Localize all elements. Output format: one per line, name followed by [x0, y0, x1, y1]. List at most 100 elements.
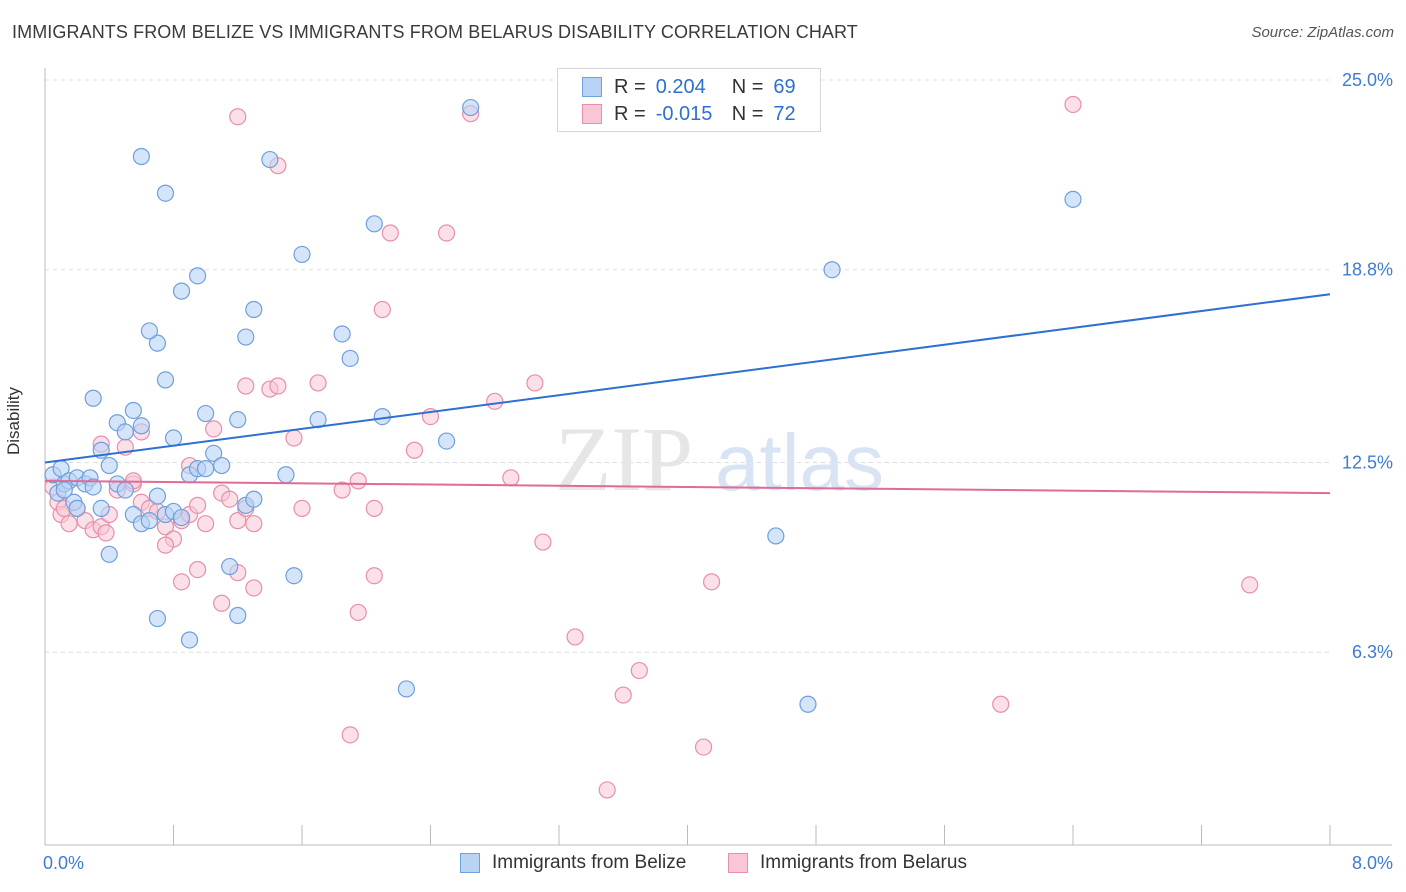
belize-point-20 [172, 508, 191, 527]
belize-point-57 [148, 609, 167, 628]
belarus-point-63 [245, 579, 263, 597]
belarus-point-26 [229, 512, 247, 530]
r-label: R = [614, 102, 646, 125]
y-tick-label-0: 25.0% [1342, 70, 1393, 90]
belize-point-33 [164, 429, 183, 447]
legend-label-belize: Immigrants from Belize [492, 852, 687, 873]
belize-point-37 [205, 444, 223, 462]
belize-point-58 [180, 631, 199, 649]
belize-point-28 [124, 401, 142, 420]
belize-point-44 [293, 245, 311, 264]
belize-point-32 [156, 371, 175, 389]
belarus-swatch [728, 853, 748, 873]
belize-point-51 [462, 98, 480, 117]
belarus-point-53 [992, 695, 1010, 713]
r-value: -0.015 [655, 102, 713, 125]
belarus-point-55 [1241, 576, 1259, 594]
belarus-point-65 [365, 567, 383, 585]
belarus-point-44 [502, 469, 520, 487]
axes [44, 68, 1392, 846]
belarus-point-48 [598, 781, 616, 799]
series-legend: Immigrants from Belize Immigrants from B… [0, 852, 1406, 878]
belize-point-56 [100, 545, 118, 563]
belize-point-40 [237, 328, 255, 346]
tick-labels: 25.0% 18.8% 12.5% 6.3% 0.0% 8.0% [43, 70, 1393, 873]
belarus-point-22 [197, 515, 215, 533]
belize-point-27 [116, 423, 134, 441]
belize-point-23 [197, 460, 215, 478]
belize-point-9 [84, 478, 102, 496]
belize-point-60 [229, 606, 247, 625]
belize-swatch [460, 853, 480, 873]
belize-trend-line [44, 293, 1331, 464]
belarus-point-58 [156, 536, 175, 554]
trend-lines [44, 293, 1331, 495]
belarus-point-41 [437, 224, 456, 242]
x-tick-label-max: 8.0% [1352, 853, 1393, 873]
belize-point-36 [197, 404, 215, 423]
belize-point-61 [285, 567, 303, 585]
belize-point-62 [397, 680, 416, 698]
legend-item-belize[interactable]: Immigrants from Belize [460, 852, 686, 874]
belarus-point-23 [205, 420, 223, 438]
legend-row-belize: R = 0.204 N = 69 [582, 74, 796, 100]
belize-point-38 [213, 456, 231, 475]
belize-swatch [582, 77, 602, 97]
belize-point-39 [229, 411, 247, 429]
belarus-point-4 [60, 515, 78, 533]
y-tick-label-2: 12.5% [1342, 453, 1393, 473]
belize-point-35 [188, 267, 207, 285]
belarus-point-51 [694, 738, 713, 756]
belize-point-34 [172, 282, 191, 300]
belize-point-64 [799, 695, 817, 713]
belarus-point-43 [486, 392, 504, 410]
belarus-trend-line [44, 479, 1331, 495]
belize-point-41 [245, 300, 263, 319]
belarus-point-37 [373, 300, 391, 319]
belize-point-53 [156, 184, 175, 202]
belize-point-48 [365, 215, 383, 233]
belarus-point-60 [188, 560, 207, 579]
n-value: 69 [773, 75, 796, 98]
legend-row-belarus: R = -0.015 N = 72 [582, 101, 796, 127]
belarus-point-35 [349, 472, 367, 490]
belize-point-59 [221, 557, 239, 576]
belize-point-42 [261, 150, 279, 169]
belarus-point-32 [293, 499, 311, 517]
belize-point-17 [148, 487, 167, 505]
belarus-point-50 [630, 661, 648, 680]
belize-point-30 [148, 334, 167, 352]
chart-title: IMMIGRANTS FROM BELIZE VS IMMIGRANTS FRO… [12, 22, 858, 42]
belize-point-16 [140, 512, 159, 530]
r-label: R = [614, 75, 646, 98]
belarus-point-45 [534, 533, 552, 551]
belarus-point-61 [213, 594, 231, 612]
belarus-point-30 [269, 377, 287, 395]
belize-point-67 [68, 499, 86, 517]
belarus-point-66 [341, 726, 359, 744]
belarus-point-49 [614, 686, 632, 704]
belize-point-65 [823, 261, 841, 279]
belarus-point-46 [526, 374, 544, 392]
legend-item-belarus[interactable]: Immigrants from Belarus [728, 852, 967, 874]
belarus-point-21 [188, 496, 207, 514]
watermark-atlas: atlas [715, 418, 884, 507]
belarus-point-64 [349, 603, 367, 622]
y-tick-label-3: 6.3% [1352, 642, 1393, 662]
belize-point-50 [437, 432, 456, 450]
belarus-point-38 [381, 224, 399, 242]
r-value: 0.204 [655, 75, 706, 98]
belize-point-29 [132, 417, 150, 435]
n-label: N = [731, 102, 764, 125]
belarus-point-36 [365, 499, 383, 517]
belarus-point-59 [172, 573, 191, 591]
belize-point-66 [1064, 190, 1082, 208]
belize-point-52 [132, 147, 150, 166]
belize-point-47 [341, 349, 359, 368]
series-belize-points [44, 98, 1082, 713]
belarus-point-67 [229, 108, 247, 126]
belize-point-31 [140, 322, 159, 340]
belarus-point-70 [237, 377, 255, 395]
n-label: N = [731, 75, 764, 98]
